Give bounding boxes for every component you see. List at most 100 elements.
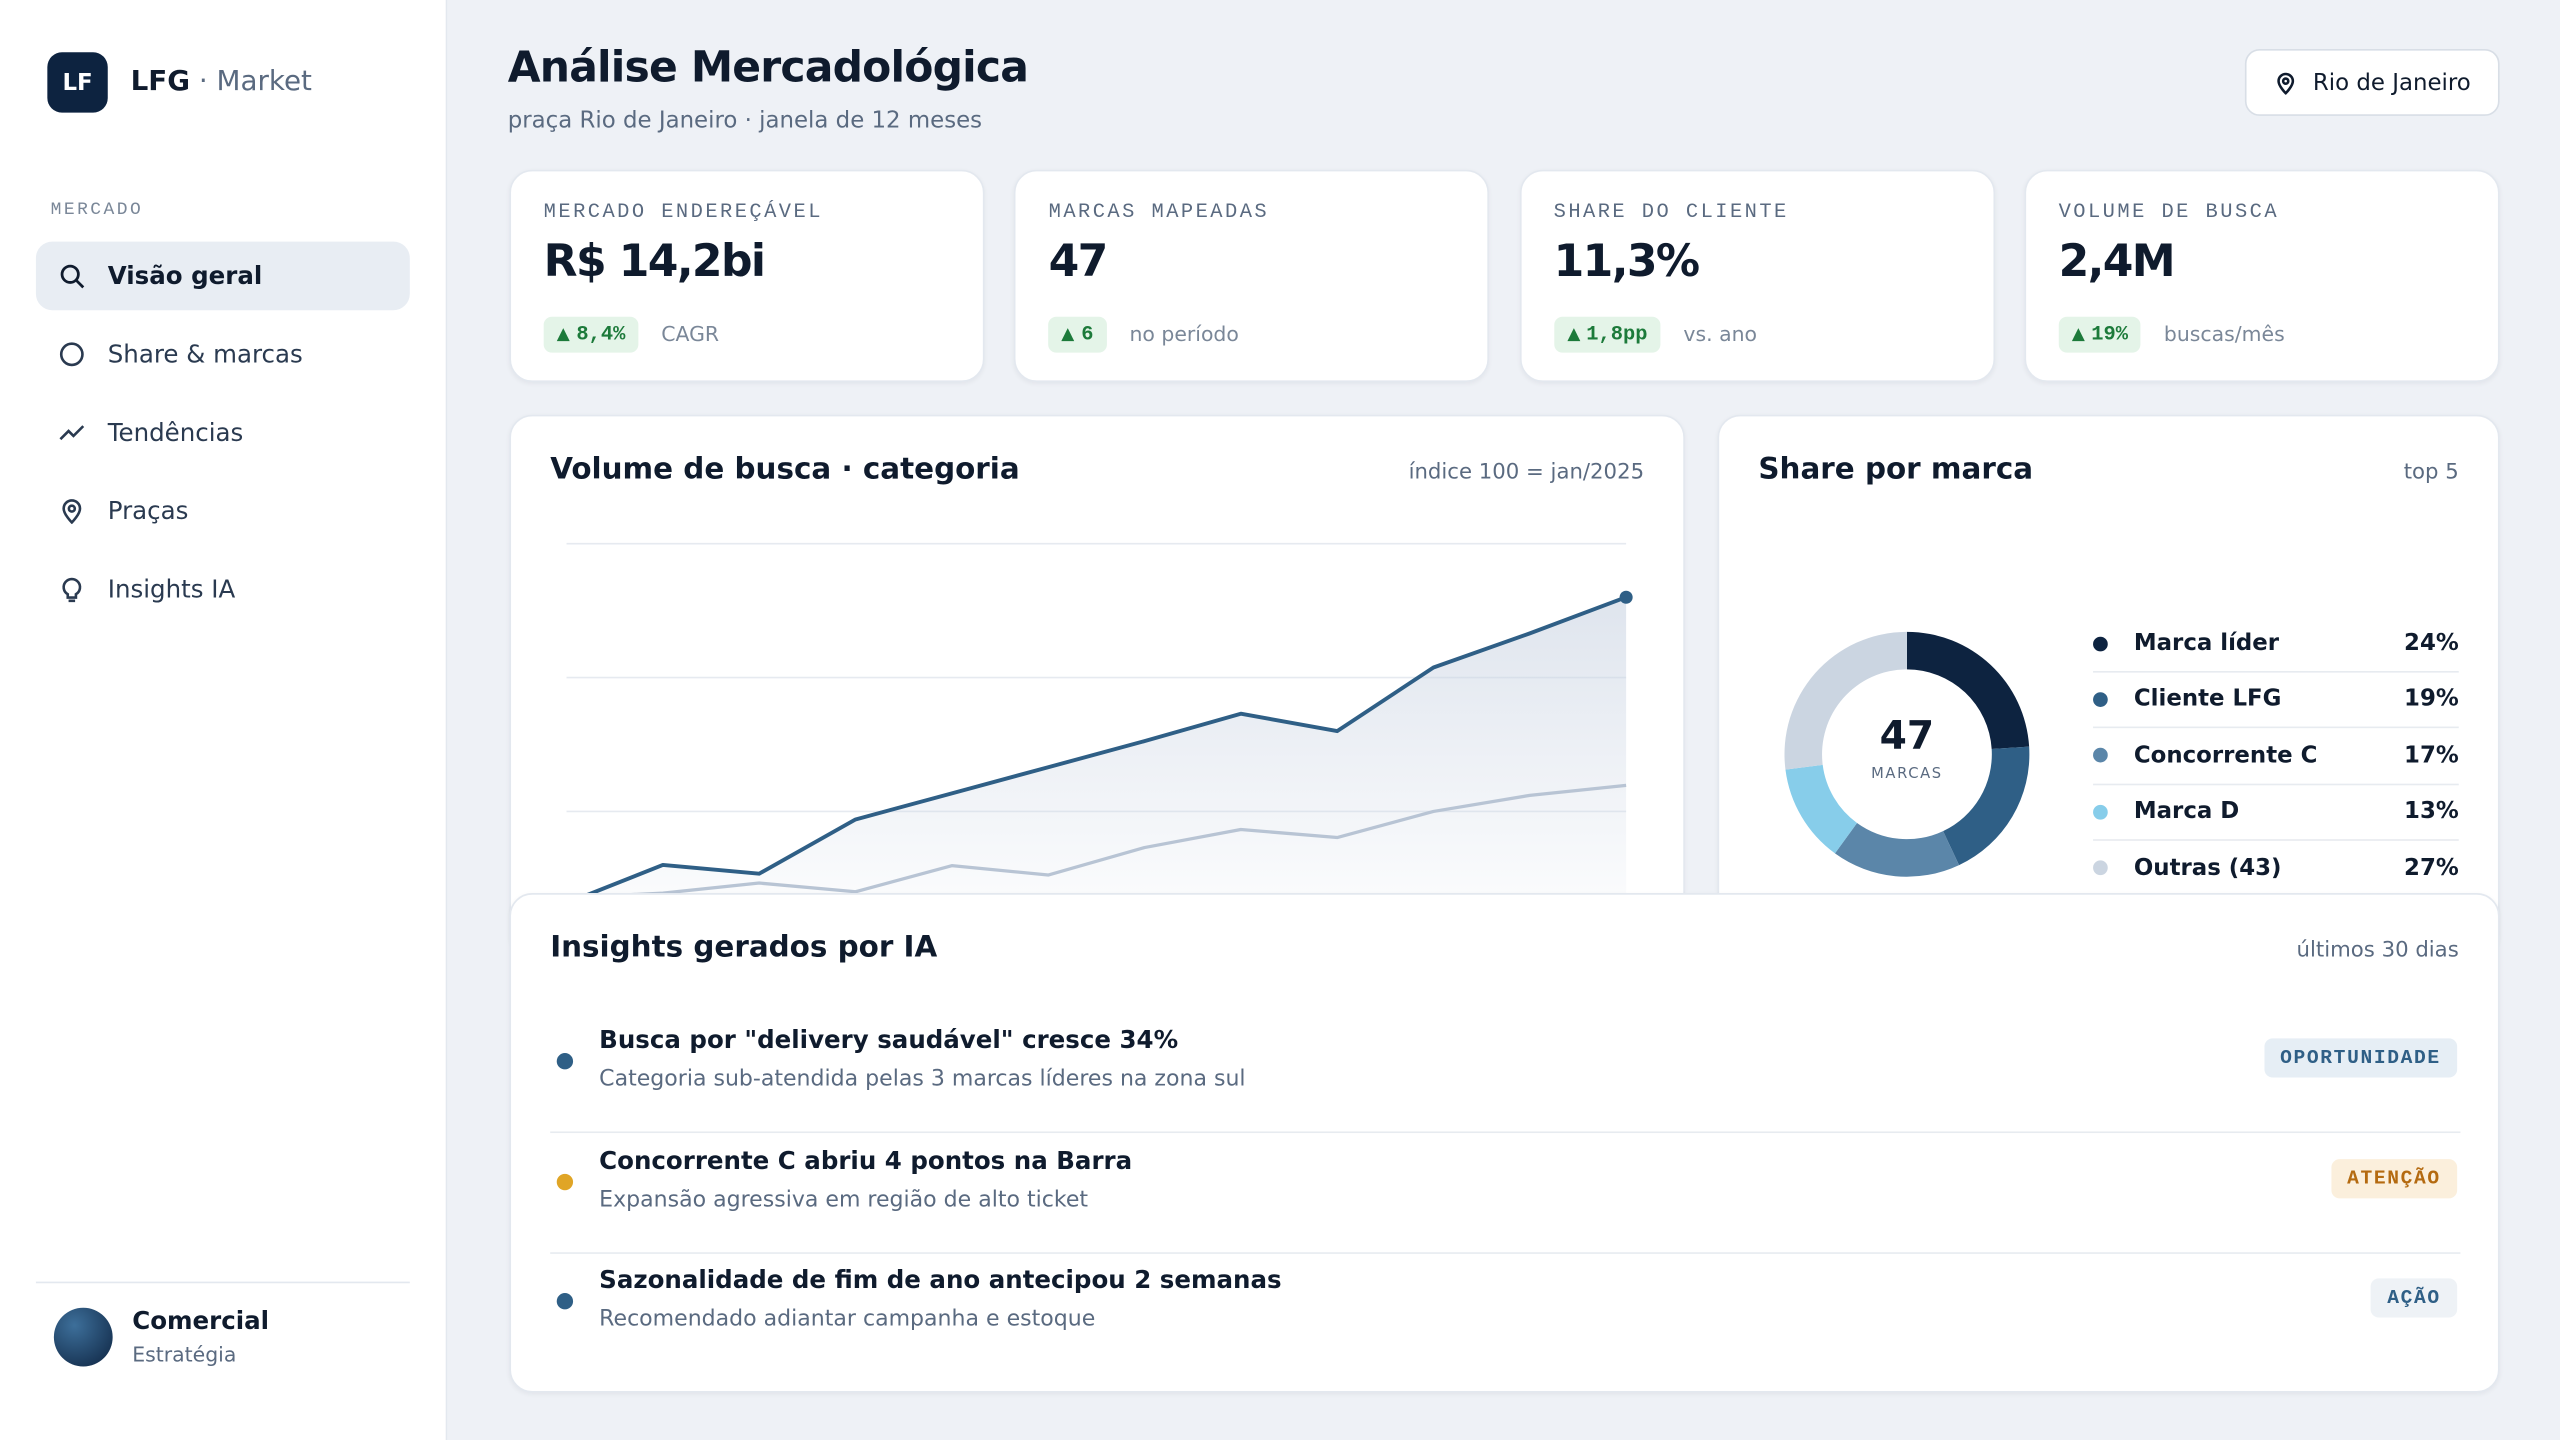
chart-annotation: top 5 bbox=[2403, 460, 2459, 485]
insight-title: Busca por "delivery saudável" cresce 34% bbox=[599, 1025, 1179, 1055]
legend-value: 24% bbox=[2404, 630, 2459, 657]
nav-label: Share & marcas bbox=[107, 339, 303, 369]
nav-label: Insights IA bbox=[107, 574, 236, 605]
legend-label: Cliente LFG bbox=[2133, 686, 2282, 713]
donut-slice bbox=[1785, 764, 1858, 854]
kpi-value: R$ 14,2bi bbox=[543, 236, 766, 288]
insight-row: Busca por "delivery saudável" cresce 34%… bbox=[550, 1012, 2461, 1134]
brand-name: LFG bbox=[130, 65, 191, 98]
kpi-delta-value: 19% bbox=[2091, 323, 2129, 347]
kpi-label: SHARE DO CLIENTE bbox=[1553, 200, 1789, 224]
nav-label: Praças bbox=[107, 496, 189, 526]
brand-sub: Market bbox=[216, 65, 312, 98]
kpi-delta-value: 8,4% bbox=[576, 323, 626, 347]
insight-dot bbox=[556, 1293, 574, 1310]
kpi-delta: 1,8pp bbox=[1553, 316, 1661, 353]
nav-label: Tendências bbox=[107, 417, 244, 448]
legend-label: Marca líder bbox=[2133, 630, 2280, 657]
insight-tag: AÇÃO bbox=[2370, 1278, 2458, 1318]
end-point bbox=[1619, 590, 1633, 604]
insight-text: Recomendado adiantar campanha e estoque bbox=[599, 1306, 1096, 1333]
user-role: Estratégia bbox=[132, 1342, 237, 1367]
nav-item[interactable]: Insights IA bbox=[36, 555, 410, 624]
legend-value: 19% bbox=[2404, 686, 2459, 713]
nav-section: MERCADO bbox=[50, 200, 144, 221]
legend-dot bbox=[2093, 804, 2108, 820]
kpi-note: CAGR bbox=[661, 321, 720, 347]
divider bbox=[35, 1281, 410, 1284]
donut-slice bbox=[1906, 631, 2030, 749]
logo: LF bbox=[47, 52, 108, 113]
donut-slice bbox=[1943, 746, 2030, 866]
insight-text: Categoria sub-atendida pelas 3 marcas lí… bbox=[599, 1066, 1246, 1093]
location-button[interactable]: Rio de Janeiro bbox=[2244, 48, 2500, 116]
kpi-delta: 19% bbox=[2058, 316, 2142, 353]
legend-dot bbox=[2093, 692, 2108, 707]
kpi-note: vs. ano bbox=[1683, 321, 1758, 347]
insights-card: Insights gerados por IA últimos 30 dias … bbox=[509, 893, 2500, 1393]
area bbox=[566, 597, 1627, 946]
kpi-value: 47 bbox=[1048, 236, 1109, 288]
insight-row: Concorrente C abriu 4 pontos na Barra Exp… bbox=[550, 1132, 2461, 1254]
insight-title: Concorrente C abriu 4 pontos na Barra bbox=[599, 1145, 1133, 1175]
kpi-card: MERCADO ENDEREÇÁVEL R$ 14,2bi 8,4% CAGR bbox=[509, 169, 985, 383]
legend-dot bbox=[2093, 860, 2108, 876]
page-title: Análise Mercadológica bbox=[507, 44, 1029, 94]
legend-value: 13% bbox=[2404, 798, 2459, 825]
legend-row: Outras (43) 27% bbox=[2093, 840, 2459, 898]
legend-value: 27% bbox=[2404, 854, 2459, 881]
brand: LFG · Market bbox=[130, 65, 312, 98]
insight-row: Sazonalidade de fim de ano antecipou 2 s… bbox=[550, 1252, 2460, 1371]
donut-center-label: MARCAS bbox=[1871, 765, 1943, 782]
line bbox=[565, 595, 1627, 905]
nav-item[interactable]: Praças bbox=[36, 477, 410, 546]
legend-row: Marca D 13% bbox=[2093, 784, 2459, 842]
insight-text: Expansão agressiva em região de alto tic… bbox=[599, 1186, 1089, 1213]
nav-item[interactable]: Visão geral bbox=[35, 241, 410, 311]
kpi-value: 2,4M bbox=[2058, 236, 2176, 288]
legend-label: Marca D bbox=[2133, 798, 2240, 825]
legend-row: Cliente LFG 19% bbox=[2093, 672, 2459, 729]
donut-center-value: 47 bbox=[1880, 713, 1935, 758]
chart-title: Share por marca bbox=[1758, 452, 2034, 487]
kpi-label: MERCADO ENDEREÇÁVEL bbox=[543, 200, 823, 224]
legend-row: Marca líder 24% bbox=[2093, 616, 2459, 673]
line-card: Volume de busca · categoria índice 100 =… bbox=[509, 414, 1685, 957]
insights-period: últimos 30 dias bbox=[2296, 938, 2459, 964]
kpi-card: VOLUME DE BUSCA 2,4M 19% buscas/mês bbox=[2024, 169, 2500, 383]
chart-title: Volume de busca · categoria bbox=[550, 452, 1020, 487]
legend-label: Concorrente C bbox=[2133, 742, 2318, 769]
chart-annotation: índice 100 = jan/2025 bbox=[1408, 460, 1645, 485]
user-name: Comercial bbox=[132, 1306, 270, 1336]
kpi-delta-value: 1,8pp bbox=[1586, 323, 1648, 347]
donut-chart: 47 MARCAS bbox=[1784, 631, 2030, 877]
kpi-note: buscas/mês bbox=[2163, 321, 2285, 347]
legend-value: 17% bbox=[2404, 742, 2459, 769]
kpi-delta: 8,4% bbox=[543, 316, 639, 353]
kpi-label: MARCAS MAPEADAS bbox=[1048, 200, 1270, 224]
page-subtitle: praça Rio de Janeiro · janela de 12 mese… bbox=[507, 107, 983, 134]
insights-title: Insights gerados por IA bbox=[550, 930, 938, 965]
nav-label: Visão geral bbox=[107, 261, 263, 291]
nav-item[interactable]: Tendências bbox=[36, 398, 410, 467]
legend-dot bbox=[2093, 635, 2108, 651]
insight-dot bbox=[556, 1053, 574, 1070]
insight-tag: ATENÇÃO bbox=[2330, 1158, 2458, 1198]
avatar bbox=[53, 1307, 113, 1367]
kpi-value: 11,3% bbox=[1553, 236, 1700, 288]
insight-title: Sazonalidade de fim de ano antecipou 2 s… bbox=[599, 1265, 1282, 1295]
donut-slice bbox=[1784, 631, 1907, 770]
kpi-label: VOLUME DE BUSCA bbox=[2058, 200, 2280, 224]
kpi-note: no período bbox=[1129, 321, 1239, 347]
kpi-delta: 6 bbox=[1048, 316, 1107, 353]
line bbox=[566, 783, 1627, 900]
insight-tag: OPORTUNIDADE bbox=[2263, 1038, 2458, 1078]
legend-label: Outras (43) bbox=[2133, 854, 2282, 881]
insight-dot bbox=[556, 1173, 574, 1190]
line-chart bbox=[565, 542, 1633, 946]
nav-item[interactable]: Share & marcas bbox=[36, 320, 410, 389]
legend-row: Concorrente C 17% bbox=[2093, 728, 2459, 785]
legend-dot bbox=[2093, 748, 2108, 763]
